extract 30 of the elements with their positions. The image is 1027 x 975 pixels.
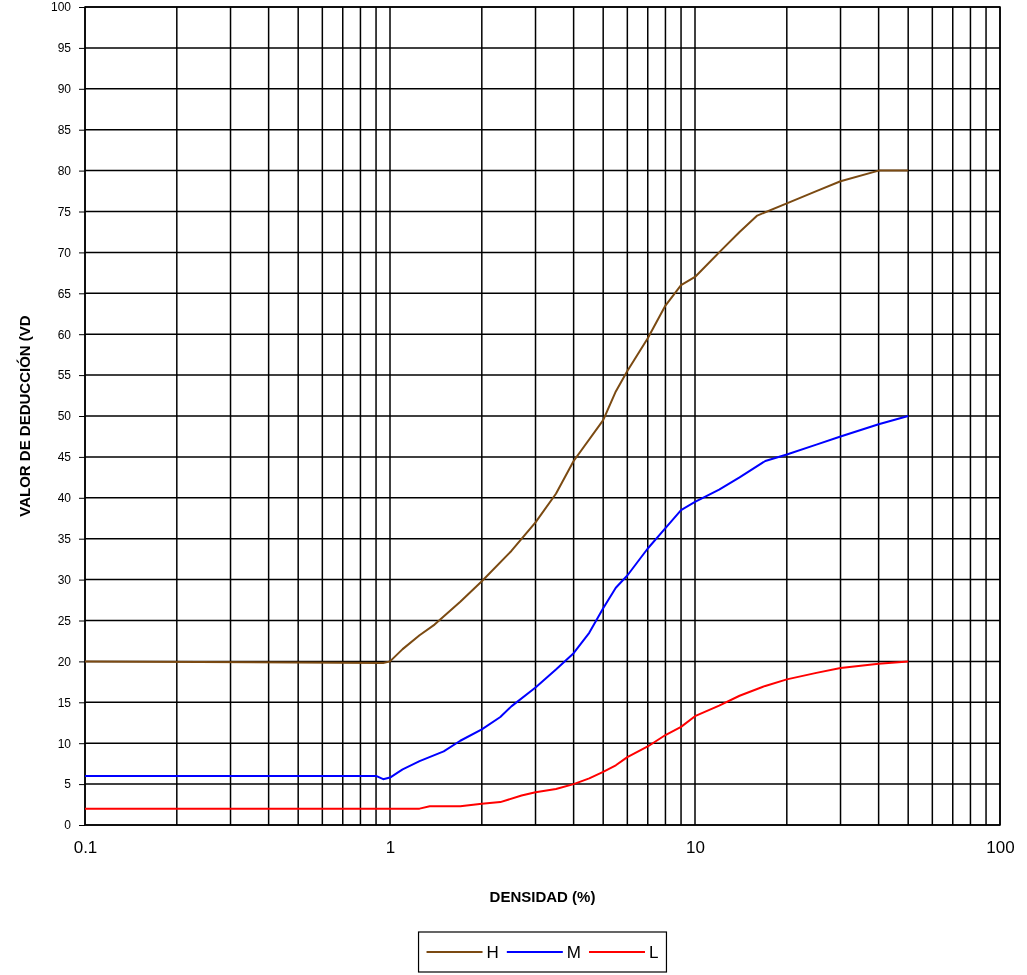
y-tick-label: 35 <box>57 532 72 547</box>
y-tick-label: 60 <box>57 327 72 342</box>
y-tick-label: 65 <box>57 286 72 301</box>
y-tick-label: 0 <box>64 818 72 833</box>
legend-label: H <box>486 943 499 962</box>
y-tick-label: 20 <box>57 654 72 669</box>
y-tick-label: 75 <box>57 204 72 219</box>
y-tick-label: 45 <box>57 450 72 465</box>
y-tick-label: 80 <box>57 163 72 178</box>
y-tick-label: 55 <box>57 368 72 383</box>
y-tick-label: 15 <box>57 695 72 710</box>
y-tick-label: 95 <box>57 41 72 56</box>
x-tick-label: 0.1 <box>73 838 98 858</box>
y-tick-label: 5 <box>64 777 72 792</box>
y-tick-label: 85 <box>57 123 72 138</box>
y-tick-label: 25 <box>57 613 72 628</box>
y-tick-label: 100 <box>50 0 72 15</box>
x-tick-label: 1 <box>385 838 396 858</box>
x-tick-label: 10 <box>686 838 705 858</box>
y-tick-label: 90 <box>57 82 72 97</box>
x-axis-title: DENSIDAD (%) <box>489 888 596 905</box>
y-tick-label: 50 <box>57 409 72 424</box>
y-tick-label: 10 <box>57 736 72 751</box>
legend-label: L <box>648 943 659 962</box>
y-tick-label: 30 <box>57 572 72 587</box>
y-tick-label: 40 <box>57 491 72 506</box>
legend-label: M <box>566 943 581 962</box>
x-tick-label: 100 <box>986 838 1015 858</box>
y-axis-title: VALOR DE DEDUCCIÓN (VD <box>16 315 33 517</box>
y-tick-label: 70 <box>57 245 72 260</box>
